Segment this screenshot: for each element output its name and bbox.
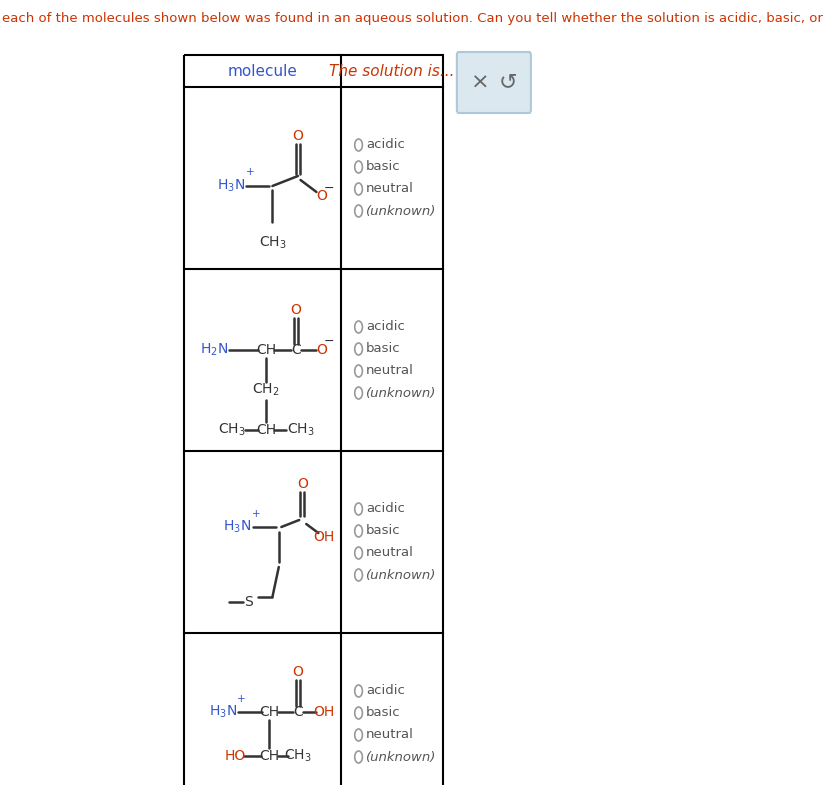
Text: basic: basic xyxy=(366,524,401,538)
Text: CH: CH xyxy=(256,343,276,357)
Text: C: C xyxy=(293,705,303,719)
Text: H$_3$N: H$_3$N xyxy=(209,704,237,720)
Text: CH$_3$: CH$_3$ xyxy=(286,422,314,438)
Text: CH: CH xyxy=(259,705,280,719)
Text: O: O xyxy=(290,303,301,317)
Text: O: O xyxy=(293,665,304,679)
Text: C: C xyxy=(291,343,301,357)
Text: CH: CH xyxy=(256,423,276,437)
Text: basic: basic xyxy=(366,706,401,720)
Text: ×: × xyxy=(470,72,489,93)
Text: acidic: acidic xyxy=(366,502,405,516)
Text: OH: OH xyxy=(313,530,334,544)
FancyBboxPatch shape xyxy=(457,52,530,113)
Text: (unknown): (unknown) xyxy=(366,386,436,400)
Text: The solution is...: The solution is... xyxy=(329,64,455,78)
Text: H$_3$N: H$_3$N xyxy=(224,519,252,535)
Text: (unknown): (unknown) xyxy=(366,568,436,582)
Text: O: O xyxy=(297,477,308,491)
Text: (unknown): (unknown) xyxy=(366,750,436,764)
Text: neutral: neutral xyxy=(366,182,414,195)
Text: Imagine each of the molecules shown below was found in an aqueous solution. Can : Imagine each of the molecules shown belo… xyxy=(0,12,825,25)
Text: HO: HO xyxy=(224,749,246,763)
Text: basic: basic xyxy=(366,342,401,356)
Text: basic: basic xyxy=(366,160,401,173)
Text: acidic: acidic xyxy=(366,138,405,152)
Text: H$_2$N: H$_2$N xyxy=(200,341,228,358)
Text: S: S xyxy=(244,595,252,609)
Text: neutral: neutral xyxy=(366,546,414,560)
Text: CH: CH xyxy=(259,749,280,763)
Text: CH$_2$: CH$_2$ xyxy=(252,382,280,398)
Text: CH$_3$: CH$_3$ xyxy=(219,422,246,438)
Bar xyxy=(184,55,443,785)
Text: neutral: neutral xyxy=(366,364,414,378)
Text: −: − xyxy=(324,181,334,195)
Text: ↺: ↺ xyxy=(498,72,517,93)
Text: molecule: molecule xyxy=(228,64,298,78)
Text: O: O xyxy=(316,189,327,203)
Text: +: + xyxy=(238,694,246,704)
Text: CH$_3$: CH$_3$ xyxy=(284,748,312,765)
Text: CH$_3$: CH$_3$ xyxy=(258,235,286,251)
Text: +: + xyxy=(246,167,255,177)
Text: O: O xyxy=(293,129,304,143)
Text: O: O xyxy=(316,343,327,357)
Text: H$_3$N: H$_3$N xyxy=(217,177,245,194)
Text: +: + xyxy=(252,509,261,519)
Text: acidic: acidic xyxy=(366,320,405,334)
Text: −: − xyxy=(324,334,334,348)
Text: acidic: acidic xyxy=(366,685,405,698)
Text: (unknown): (unknown) xyxy=(366,205,436,217)
Text: OH: OH xyxy=(313,705,334,719)
Text: neutral: neutral xyxy=(366,728,414,742)
